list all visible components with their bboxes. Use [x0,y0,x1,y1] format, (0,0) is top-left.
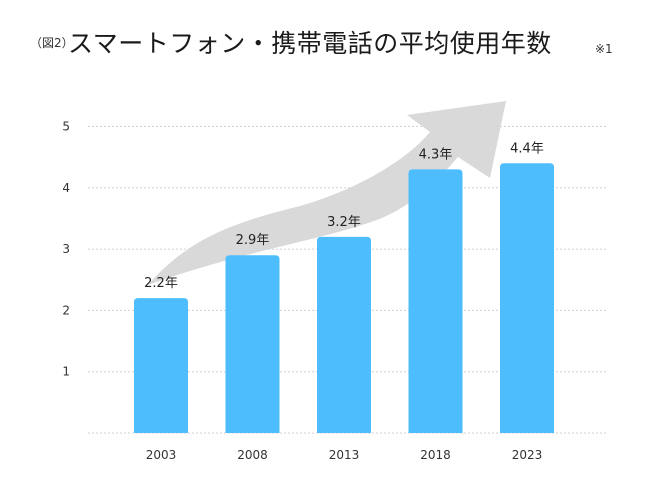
data-label-2013: 3.2年 [327,215,361,230]
data-labels: 2.2年 2.9年 3.2年 4.3年 4.4年 [144,141,544,291]
bar-2003 [134,298,188,433]
x-tick-label: 2008 [237,448,268,462]
chart-title: スマートフォン・携帯電話の平均使用年数 [68,29,552,58]
bar-2018 [408,169,463,433]
y-axis: 1 2 3 4 5 [62,120,70,379]
data-label-2003: 2.2年 [144,276,178,291]
data-label-2023: 4.4年 [510,141,544,156]
x-tick-label: 2023 [512,448,543,462]
y-tick-label: 3 [62,242,70,256]
x-axis: 2003 2008 2013 2018 2023 [146,448,543,462]
data-label-2008: 2.9年 [236,233,270,248]
footnote-mark: ※1 [595,42,613,56]
figure-label: （図2） [30,36,74,50]
y-tick-label: 5 [62,120,70,134]
y-tick-label: 1 [62,365,70,379]
y-tick-label: 2 [62,303,70,317]
trend-arrow-icon [148,101,506,285]
bar-2008 [225,255,280,433]
x-tick-label: 2013 [329,448,360,462]
x-tick-label: 2003 [146,448,177,462]
bar-series [134,163,554,433]
bar-2013 [317,236,371,433]
x-tick-label: 2018 [420,448,451,462]
title-row: （図2） スマートフォン・携帯電話の平均使用年数 ※1 [30,22,630,72]
bar-2023 [500,163,554,433]
data-label-2018: 4.3年 [419,147,453,162]
y-tick-label: 4 [62,181,70,195]
